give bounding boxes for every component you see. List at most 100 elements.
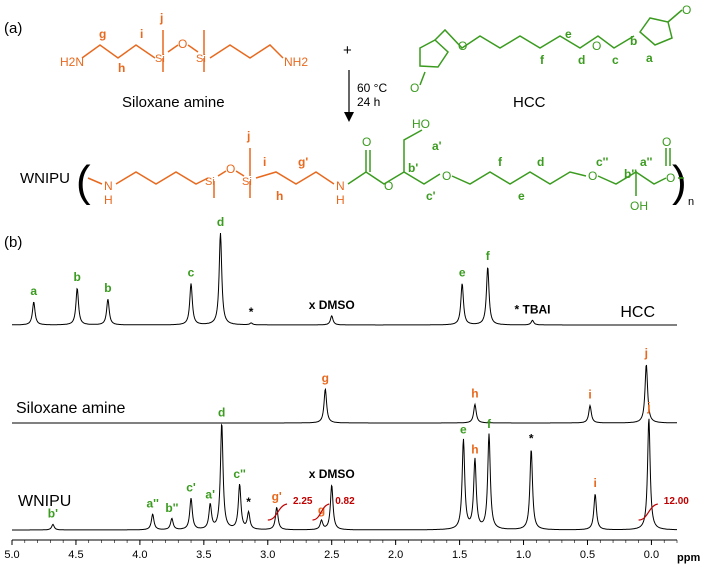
proton-label-a: a bbox=[646, 51, 653, 65]
spectrum-trace bbox=[12, 232, 677, 326]
si-atom: Si bbox=[205, 176, 215, 188]
oxygen-atom: O bbox=[592, 39, 601, 53]
peak-label: * TBAI bbox=[515, 302, 551, 316]
si-atom: Si bbox=[155, 53, 165, 65]
spectrum-0: HCC a b b c d * x DMSO e f * TBAI bbox=[12, 215, 677, 326]
proton-label-b-double-prime: b'' bbox=[624, 167, 637, 181]
peak-label: f bbox=[486, 249, 491, 263]
nitrogen-atom: N bbox=[104, 179, 113, 193]
proton-label-e-product: e bbox=[518, 189, 525, 203]
peak-label: b bbox=[74, 270, 81, 284]
proton-label-c-prime: c' bbox=[426, 189, 436, 203]
oxygen-atom: O bbox=[682, 3, 691, 17]
left-bracket: ( bbox=[76, 157, 91, 206]
right-bracket: ) bbox=[672, 157, 687, 206]
oxygen-atom: O bbox=[384, 179, 393, 193]
oxygen-atom: O bbox=[178, 37, 187, 51]
proton-label-b: b bbox=[630, 34, 637, 48]
spectrum-name: Siloxane amine bbox=[16, 400, 126, 417]
reaction-temperature: 60 °C bbox=[357, 81, 387, 95]
proton-label-d: d bbox=[578, 53, 585, 67]
x-tick-label: 4.0 bbox=[132, 549, 147, 561]
peak-label: a' bbox=[205, 487, 215, 501]
ppm-axis: 5.0 4.5 4.0 3.5 3.0 2.5 2.0 1.5 1.0 0.5 0.0 ppm bbox=[4, 539, 700, 564]
integral-value: 12.00 bbox=[664, 496, 689, 507]
x-tick-label: 2.0 bbox=[388, 549, 403, 561]
peak-label: j bbox=[646, 400, 650, 414]
peak-label: x DMSO bbox=[309, 467, 355, 481]
peak-label: c'' bbox=[233, 467, 246, 481]
integral-value: 2.25 bbox=[293, 496, 313, 507]
peak-label: g' bbox=[272, 490, 282, 504]
peak-label: f bbox=[487, 417, 492, 431]
peak-label: * bbox=[249, 305, 254, 319]
proton-label-b-prime: b' bbox=[408, 161, 418, 175]
x-tick-label: 1.5 bbox=[452, 549, 467, 561]
panel-a-label: (a) bbox=[4, 20, 22, 37]
plus-sign: + bbox=[343, 42, 352, 59]
nmr-spectra: HCC a b b c d * x DMSO e f * TBAI Siloxane amine g h i… bbox=[12, 215, 689, 531]
proton-label-f: f bbox=[540, 53, 545, 67]
x-tick-label: 3.5 bbox=[196, 549, 211, 561]
spectrum-name: HCC bbox=[620, 304, 655, 321]
hydrogen-atom: H bbox=[336, 193, 345, 207]
peak-label: a'' bbox=[147, 496, 160, 510]
proton-label-c-double-prime: c'' bbox=[596, 155, 609, 169]
siloxane-amine-structure bbox=[81, 30, 284, 72]
hcc-structure bbox=[419, 9, 683, 86]
peak-label: e bbox=[460, 422, 467, 436]
proton-label-h: h bbox=[118, 61, 125, 75]
peak-label: g bbox=[318, 503, 325, 517]
peak-label: * bbox=[529, 431, 534, 445]
reaction-arrow bbox=[344, 70, 354, 122]
peak-label: i bbox=[588, 388, 591, 402]
peak-label: g bbox=[322, 371, 329, 385]
hydroxyl-group: OH bbox=[630, 199, 648, 213]
x-tick-label: 0.0 bbox=[644, 549, 659, 561]
peak-label: e bbox=[459, 266, 466, 280]
peak-label: h bbox=[471, 443, 478, 457]
integral-curve bbox=[267, 503, 288, 521]
peak-label: d bbox=[217, 215, 224, 229]
oxygen-atom: O bbox=[226, 162, 235, 176]
carbonyl-oxygen: O bbox=[362, 135, 371, 149]
peak-label: d bbox=[218, 406, 225, 420]
proton-label-g-prime: g' bbox=[298, 155, 308, 169]
peak-label: x DMSO bbox=[309, 298, 355, 312]
x-tick-label: 1.0 bbox=[516, 549, 531, 561]
x-tick-label: 3.0 bbox=[260, 549, 275, 561]
panel-b-label: (b) bbox=[4, 234, 22, 251]
oxygen-atom: O bbox=[588, 169, 597, 183]
oxygen-atom: O bbox=[666, 171, 675, 185]
hydrogen-atom: H bbox=[104, 193, 113, 207]
proton-label-j-prime: j bbox=[246, 129, 250, 143]
x-axis-label: ppm bbox=[677, 552, 700, 564]
proton-label-i-prime: i bbox=[263, 155, 266, 169]
carbonyl-oxygen: O bbox=[662, 135, 671, 149]
spectrum-trace bbox=[12, 364, 677, 424]
integral-value: 0.82 bbox=[335, 496, 355, 507]
repeat-unit-n: n bbox=[688, 196, 694, 208]
peak-label: b' bbox=[48, 506, 58, 520]
si-atom: Si bbox=[196, 53, 206, 65]
hcc-name: HCC bbox=[513, 94, 546, 111]
hydroxyl-group: HO bbox=[412, 117, 430, 131]
proton-label-i: i bbox=[140, 27, 143, 41]
wnipu-name: WNIPU bbox=[20, 170, 70, 187]
peak-label: i bbox=[594, 476, 597, 490]
siloxane-amine-name: Siloxane amine bbox=[122, 94, 225, 111]
proton-label-c: c bbox=[612, 53, 619, 67]
proton-label-d-product: d bbox=[537, 155, 544, 169]
spectrum-1: Siloxane amine g h i j bbox=[12, 346, 677, 424]
x-tick-label: 4.5 bbox=[68, 549, 83, 561]
peak-label: c' bbox=[186, 481, 196, 495]
peak-label: * bbox=[246, 495, 251, 509]
amine-atom: NH2 bbox=[284, 55, 308, 69]
si-atom: Si bbox=[242, 176, 252, 188]
peak-label: j bbox=[644, 346, 648, 360]
proton-label-a-double-prime: a'' bbox=[640, 155, 653, 169]
x-tick-label: 2.5 bbox=[324, 549, 339, 561]
peak-label: h bbox=[471, 386, 478, 400]
proton-label-h-prime: h bbox=[276, 189, 283, 203]
